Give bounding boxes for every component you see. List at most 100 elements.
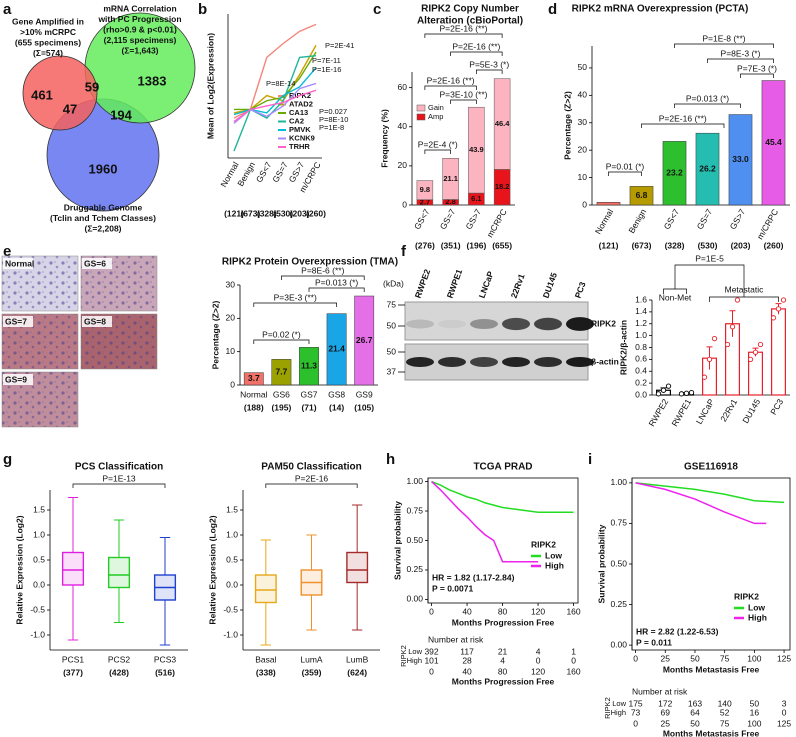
count-label: (530): [273, 208, 293, 218]
data-point: [701, 374, 708, 380]
legend-title: RIPK2: [734, 591, 759, 601]
x-tick-label: mCRPC: [485, 207, 509, 239]
x-tick-label: GS6: [273, 389, 290, 399]
x-tick-label: PC3: [768, 397, 785, 417]
count-label: (516): [155, 667, 175, 677]
p-value: P=1E-16: [312, 65, 341, 74]
bar: [326, 313, 347, 386]
count-label: (655): [492, 240, 512, 250]
y-tick-label: 0.00: [610, 639, 627, 649]
venn-set-label: (Σ=2,208): [85, 223, 122, 233]
x-tick-label: DU145: [740, 397, 762, 425]
whisker: [352, 504, 363, 631]
kda-marker: 75: [387, 299, 397, 309]
p-value: P=2E-16 (**): [427, 75, 475, 85]
value-label: 46.4: [495, 119, 510, 128]
kda-marker: 37: [387, 366, 397, 376]
survival-curve: [431, 480, 539, 563]
y-tick-label: 1.5: [226, 504, 238, 514]
legend-label: Gain: [428, 103, 444, 112]
x-tick-label: GS<7: [412, 207, 432, 231]
bracket: [424, 33, 503, 38]
x-tick-label: PCS2: [108, 654, 130, 664]
y-axis-label: Percentage (Z>2): [562, 91, 572, 160]
x-tick-label: 120: [531, 606, 545, 616]
y-tick-label: -1.0: [223, 629, 238, 639]
count-label: (71): [301, 402, 316, 412]
risk-count: 64: [690, 707, 700, 717]
y-tick-label: 0.50: [406, 535, 423, 545]
risk-y-label: RIPK2: [399, 645, 408, 667]
band: [470, 318, 498, 330]
survival-curve: [635, 482, 785, 504]
p-value: P=8E-6 (**): [301, 265, 344, 275]
count-label: (359): [302, 667, 322, 677]
value-label: 26.7: [356, 335, 373, 345]
value-label: 43.9: [469, 145, 484, 154]
legend-label: Low: [545, 550, 562, 560]
bracket: [424, 85, 477, 90]
y-tick-label: 0.0: [226, 579, 238, 589]
risk-count: 0: [571, 655, 576, 665]
bar: [243, 372, 264, 386]
panel-letter: e: [3, 243, 11, 260]
data-point: [724, 341, 731, 348]
y-tick-label: 20: [578, 144, 588, 154]
p-value: P=0.02 (*): [262, 329, 301, 339]
risk-title: Number at risk: [428, 634, 484, 644]
risk-row-label: High: [407, 656, 422, 665]
lane-label: DU145: [541, 271, 560, 300]
risk-count: 4: [500, 655, 505, 665]
count-label: (328): [257, 208, 277, 218]
statistic: P = 0.0071: [432, 583, 473, 593]
chart-title: Alteration (cBioPortal): [417, 16, 523, 27]
x-tick-label: Basal: [255, 654, 276, 664]
legend-label: TRHR: [289, 142, 310, 151]
p-value: P=7E-11: [312, 56, 341, 65]
whisker: [260, 539, 271, 646]
box: [107, 556, 131, 589]
p-value: P=2E-16: [295, 473, 329, 483]
x-tick-label: LumA: [300, 654, 323, 664]
value-label: 21.4: [328, 344, 345, 354]
data-point: [747, 356, 754, 363]
x-tick-label: Benign: [626, 207, 648, 235]
whisker: [67, 497, 79, 641]
x-tick-label: 75: [720, 653, 730, 663]
x-tick-label: GS<7: [662, 207, 682, 231]
value-label: 7.7: [275, 366, 287, 376]
legend-label: PMVK: [289, 125, 311, 134]
venn-set-label: Druggable Genome: [64, 202, 143, 212]
y-tick-label: 0: [230, 379, 235, 389]
risk-count: 101: [424, 655, 438, 665]
x-tick-label: GS7: [300, 389, 317, 399]
count-label: (195): [271, 402, 291, 412]
line-series: [234, 51, 317, 111]
y-tick-label: 0.5: [33, 554, 45, 564]
risk-count: 172: [658, 698, 672, 708]
panel-letter: g: [3, 451, 12, 468]
y-axis-label: Frequency (%): [379, 109, 389, 168]
venn-set-label: (2,115 specimens): [104, 35, 177, 45]
y-tick-label: 1.0: [635, 330, 647, 340]
value-label: 9.8: [420, 185, 430, 194]
venn-set-label: Gene Amplified in: [12, 16, 84, 26]
band: [502, 317, 530, 331]
risk-count: 0: [536, 655, 541, 665]
y-tick-label: 10: [578, 172, 588, 182]
p-value: P=8E-10: [319, 115, 348, 124]
y-tick-label: 1.2: [635, 318, 647, 328]
risk-count: 16: [750, 707, 760, 717]
bracket: [281, 275, 365, 280]
panel-letter: d: [548, 1, 557, 18]
y-tick-label: 1.6: [635, 294, 647, 304]
risk-row-label: Low: [612, 699, 626, 708]
value-label: 23.2: [666, 167, 683, 177]
y-tick-label: 0.6: [635, 354, 647, 364]
value-label: 2.8: [445, 197, 455, 206]
statistic: HR = 1.82 (1.17-2.84): [432, 572, 515, 582]
line-series: [233, 89, 317, 123]
risk-count: 175: [628, 698, 642, 708]
data-point: [655, 391, 662, 397]
y-axis-label: Percentage (Z>2): [210, 300, 220, 369]
